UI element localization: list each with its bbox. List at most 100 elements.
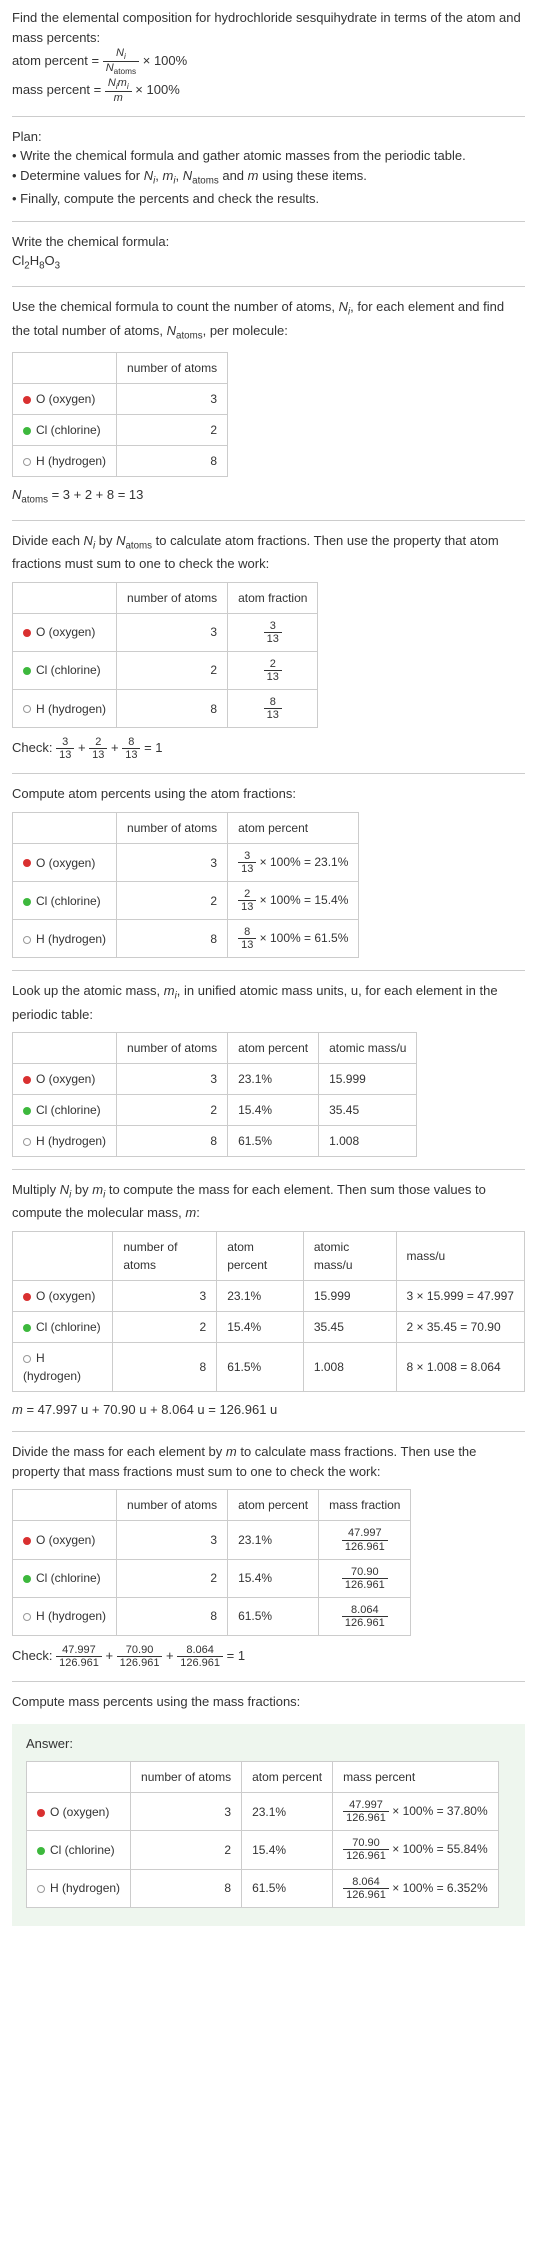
element-dot-icon: [23, 629, 31, 637]
divider: [12, 286, 525, 287]
table-row: H (hydrogen)861.5%1.008: [13, 1126, 417, 1157]
atomicmass-section: Look up the atomic mass, mi, in unified …: [12, 981, 525, 1157]
masspct-section: Compute mass percents using the mass fra…: [12, 1692, 525, 1712]
multiply-sum: m = 47.997 u + 70.90 u + 8.064 u = 126.9…: [12, 1400, 525, 1420]
table-header-row: number of atoms: [13, 352, 228, 383]
col-fraction: atom fraction: [228, 582, 318, 613]
element-dot-icon: [23, 427, 31, 435]
element-dot-icon: [23, 936, 31, 944]
element-dot-icon: [37, 1809, 45, 1817]
table-row: O (oxygen)323.1%15.999: [13, 1064, 417, 1095]
divider: [12, 773, 525, 774]
atom-percent-frac: Ni Natoms: [103, 47, 139, 77]
table-row: H (hydrogen)861.5%8.064126.961 × 100% = …: [27, 1869, 499, 1907]
intro-section: Find the elemental composition for hydro…: [12, 8, 525, 104]
element-dot-icon: [23, 1575, 31, 1583]
formula-section: Write the chemical formula: Cl2H8O3: [12, 232, 525, 275]
plan-item: Determine values for Ni, mi, Natoms and …: [12, 166, 525, 189]
atom-percent-formula: atom percent = Ni Natoms × 100%: [12, 47, 525, 77]
element-dot-icon: [23, 1324, 31, 1332]
massfrac-section: Divide the mass for each element by m to…: [12, 1442, 525, 1669]
element-dot-icon: [23, 1076, 31, 1084]
atompct-section: Compute atom percents using the atom fra…: [12, 784, 525, 958]
answer-table: number of atomsatom percentmass percent …: [26, 1761, 499, 1908]
table-row: Cl (chlorine)215.4%35.452 × 35.45 = 70.9…: [13, 1311, 525, 1342]
massfrac-check: Check: 47.997126.961 + 70.90126.961 + 8.…: [12, 1644, 525, 1669]
atompct-text: Compute atom percents using the atom fra…: [12, 784, 525, 804]
massfrac-table: number of atomsatom percentmass fraction…: [12, 1489, 411, 1636]
table-row: O (oxygen)323.1%15.9993 × 15.999 = 47.99…: [13, 1280, 525, 1311]
element-name: H (hydrogen): [36, 454, 106, 468]
divider: [12, 1681, 525, 1682]
atomicmass-table: number of atomsatom percentatomic mass/u…: [12, 1032, 417, 1157]
atomfrac-text: Divide each Ni by Natoms to calculate at…: [12, 531, 525, 574]
plan-header: Plan:: [12, 127, 525, 147]
element-dot-icon: [23, 1293, 31, 1301]
table-row: O (oxygen)323.1%47.997126.961 × 100% = 3…: [27, 1793, 499, 1831]
mass-percent-formula: mass percent = Nimi m × 100%: [12, 77, 525, 104]
multiply-text: Multiply Ni by mi to compute the mass fo…: [12, 1180, 525, 1223]
element-name: O (oxygen): [36, 392, 95, 406]
divider: [12, 116, 525, 117]
count-section: Use the chemical formula to count the nu…: [12, 297, 525, 508]
times-100: × 100%: [135, 82, 179, 97]
element-dot-icon: [23, 1355, 31, 1363]
element-dot-icon: [37, 1885, 45, 1893]
table-row: O (oxygen)323.1%47.997126.961: [13, 1521, 411, 1559]
mass-percent-label: mass percent =: [12, 82, 105, 97]
plan-item: Finally, compute the percents and check …: [12, 189, 525, 209]
element-dot-icon: [23, 898, 31, 906]
divider: [12, 221, 525, 222]
atom-percent-label: atom percent =: [12, 53, 103, 68]
element-dot-icon: [23, 1613, 31, 1621]
element-dot-icon: [23, 667, 31, 675]
intro-text: Find the elemental composition for hydro…: [12, 8, 525, 47]
element-dot-icon: [23, 859, 31, 867]
atomfrac-check: Check: 313 + 213 + 813 = 1: [12, 736, 525, 761]
atom-count: 2: [117, 414, 228, 445]
massfrac-text: Divide the mass for each element by m to…: [12, 1442, 525, 1481]
element-dot-icon: [23, 1107, 31, 1115]
element-dot-icon: [23, 396, 31, 404]
formula-prompt: Write the chemical formula:: [12, 232, 525, 252]
table-row: Cl (chlorine)215.4%70.90126.961 × 100% =…: [27, 1831, 499, 1869]
times-100: × 100%: [143, 53, 187, 68]
table-row: Cl (chlorine)215.4%35.45: [13, 1095, 417, 1126]
plan-item: Write the chemical formula and gather at…: [12, 146, 525, 166]
atomfrac-section: Divide each Ni by Natoms to calculate at…: [12, 531, 525, 761]
divider: [12, 1431, 525, 1432]
atomfrac-table: number of atoms atom fraction O (oxygen)…: [12, 582, 318, 729]
divider: [12, 520, 525, 521]
element-name: Cl (chlorine): [36, 423, 101, 437]
element-dot-icon: [23, 1537, 31, 1545]
divider: [12, 1169, 525, 1170]
table-row: H (hydrogen) 8: [13, 445, 228, 476]
table-row: H (hydrogen)861.5%1.0088 × 1.008 = 8.064: [13, 1342, 525, 1391]
col-element: [13, 352, 117, 383]
plan-section: Plan: Write the chemical formula and gat…: [12, 127, 525, 209]
multiply-section: Multiply Ni by mi to compute the mass fo…: [12, 1180, 525, 1419]
atompct-table: number of atomsatom percent O (oxygen)33…: [12, 812, 359, 959]
count-sum: Natoms = 3 + 2 + 8 = 13: [12, 485, 525, 508]
table-row: O (oxygen) 3: [13, 383, 228, 414]
col-atoms: number of atoms: [117, 582, 228, 613]
atom-count: 8: [117, 445, 228, 476]
atomicmass-text: Look up the atomic mass, mi, in unified …: [12, 981, 525, 1024]
answer-label: Answer:: [26, 1734, 511, 1754]
element-dot-icon: [23, 705, 31, 713]
divider: [12, 970, 525, 971]
table-row: Cl (chlorine)2213 × 100% = 15.4%: [13, 882, 359, 920]
plan-list: Write the chemical formula and gather at…: [12, 146, 525, 208]
atom-count: 3: [117, 383, 228, 414]
element-dot-icon: [23, 458, 31, 466]
table-row: Cl (chlorine)2213: [13, 651, 318, 689]
table-row: H (hydrogen)8813 × 100% = 61.5%: [13, 920, 359, 958]
answer-box: Answer: number of atomsatom percentmass …: [12, 1724, 525, 1926]
table-header-row: number of atoms atom fraction: [13, 582, 318, 613]
count-table: number of atoms O (oxygen) 3 Cl (chlorine…: [12, 352, 228, 477]
element-dot-icon: [23, 1138, 31, 1146]
mass-percent-frac: Nimi m: [105, 77, 132, 104]
element-dot-icon: [37, 1847, 45, 1855]
table-row: H (hydrogen)861.5%8.064126.961: [13, 1597, 411, 1635]
table-row: Cl (chlorine) 2: [13, 414, 228, 445]
